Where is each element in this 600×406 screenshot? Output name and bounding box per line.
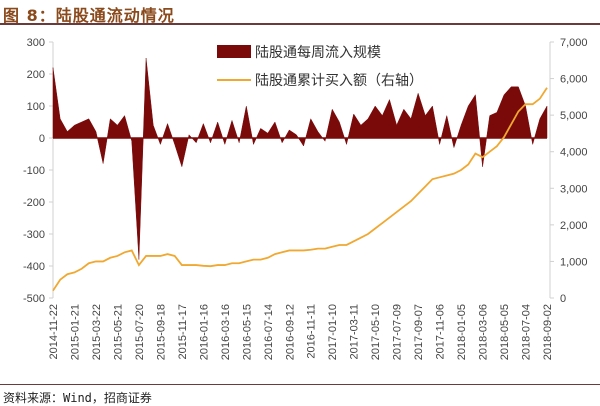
legend-label-cumulative: 陆股通累计买入额（右轴） bbox=[255, 73, 423, 89]
right-tick-label: 6,000 bbox=[560, 74, 588, 86]
x-tick-label: 2017-05-10 bbox=[370, 304, 382, 360]
left-tick-label: -500 bbox=[23, 293, 45, 305]
x-tick-label: 2017-09-07 bbox=[413, 304, 425, 360]
right-tick-label: 4,000 bbox=[560, 147, 588, 159]
x-tick-label: 2018-07-04 bbox=[521, 304, 533, 360]
x-tick-label: 2018-05-05 bbox=[499, 304, 511, 360]
right-tick-label: 1,000 bbox=[560, 256, 588, 268]
left-tick-label: -100 bbox=[23, 165, 45, 177]
left-tick-label: -300 bbox=[23, 229, 45, 241]
legend-label-flow: 陆股通每周流入规模 bbox=[255, 45, 381, 61]
legend: 陆股通每周流入规模 陆股通累计买入额（右轴） bbox=[217, 45, 423, 89]
left-tick-label: 0 bbox=[39, 133, 45, 145]
x-tick-label: 2018-09-02 bbox=[542, 304, 554, 360]
x-tick-label: 2015-09-18 bbox=[155, 304, 167, 360]
x-tick-label: 2018-03-06 bbox=[478, 304, 490, 360]
x-tick-label: 2015-07-20 bbox=[134, 304, 146, 360]
top-divider bbox=[0, 23, 600, 25]
right-tick-label: 2,000 bbox=[560, 220, 588, 232]
right-tick-label: 3,000 bbox=[560, 183, 588, 195]
x-tick-label: 2018-01-05 bbox=[456, 304, 468, 360]
source-note: 资料来源：Wind，招商证券 bbox=[3, 391, 152, 405]
x-tick-label: 2016-09-12 bbox=[284, 304, 296, 360]
x-tick-label: 2015-03-22 bbox=[91, 304, 103, 360]
x-tick-label: 2016-05-15 bbox=[241, 304, 253, 360]
right-tick-label: 7,000 bbox=[560, 37, 588, 49]
x-tick-label: 2017-11-06 bbox=[435, 304, 447, 359]
left-tick-label: 200 bbox=[27, 69, 45, 81]
bottom-divider bbox=[0, 384, 600, 385]
left-tick-label: 100 bbox=[27, 101, 45, 113]
x-tick-label: 2015-01-21 bbox=[69, 304, 81, 360]
chart: 300 200 100 0 -100 -200 -300 -400 -500 7,000 6,000… bbox=[23, 37, 588, 360]
x-tick-label: 2015-05-21 bbox=[112, 304, 124, 360]
left-tick-label: -400 bbox=[23, 261, 45, 273]
x-tick-label: 2017-03-11 bbox=[349, 304, 361, 359]
x-tick-label: 2014-11-22 bbox=[48, 304, 60, 359]
x-tick-label: 2017-07-09 bbox=[392, 304, 404, 360]
left-tick-label: -200 bbox=[23, 197, 45, 209]
x-tick-label: 2016-03-16 bbox=[220, 304, 232, 360]
x-tick-label: 2016-07-14 bbox=[263, 304, 275, 360]
x-tick-label: 2015-11-17 bbox=[177, 304, 189, 359]
x-tick-label: 2016-01-16 bbox=[198, 304, 210, 360]
figure-title: 图 8：陆股通流动情况 bbox=[3, 6, 175, 25]
left-tick-label: 300 bbox=[27, 37, 45, 49]
cumulative-line bbox=[52, 87, 548, 292]
right-tick-label: 5,000 bbox=[560, 110, 588, 122]
right-tick-label: 0 bbox=[560, 293, 566, 305]
x-tick-label: 2016-11-11 bbox=[306, 304, 318, 359]
x-tick-label: 2017-01-10 bbox=[327, 304, 339, 360]
legend-swatch-flow bbox=[217, 45, 251, 58]
